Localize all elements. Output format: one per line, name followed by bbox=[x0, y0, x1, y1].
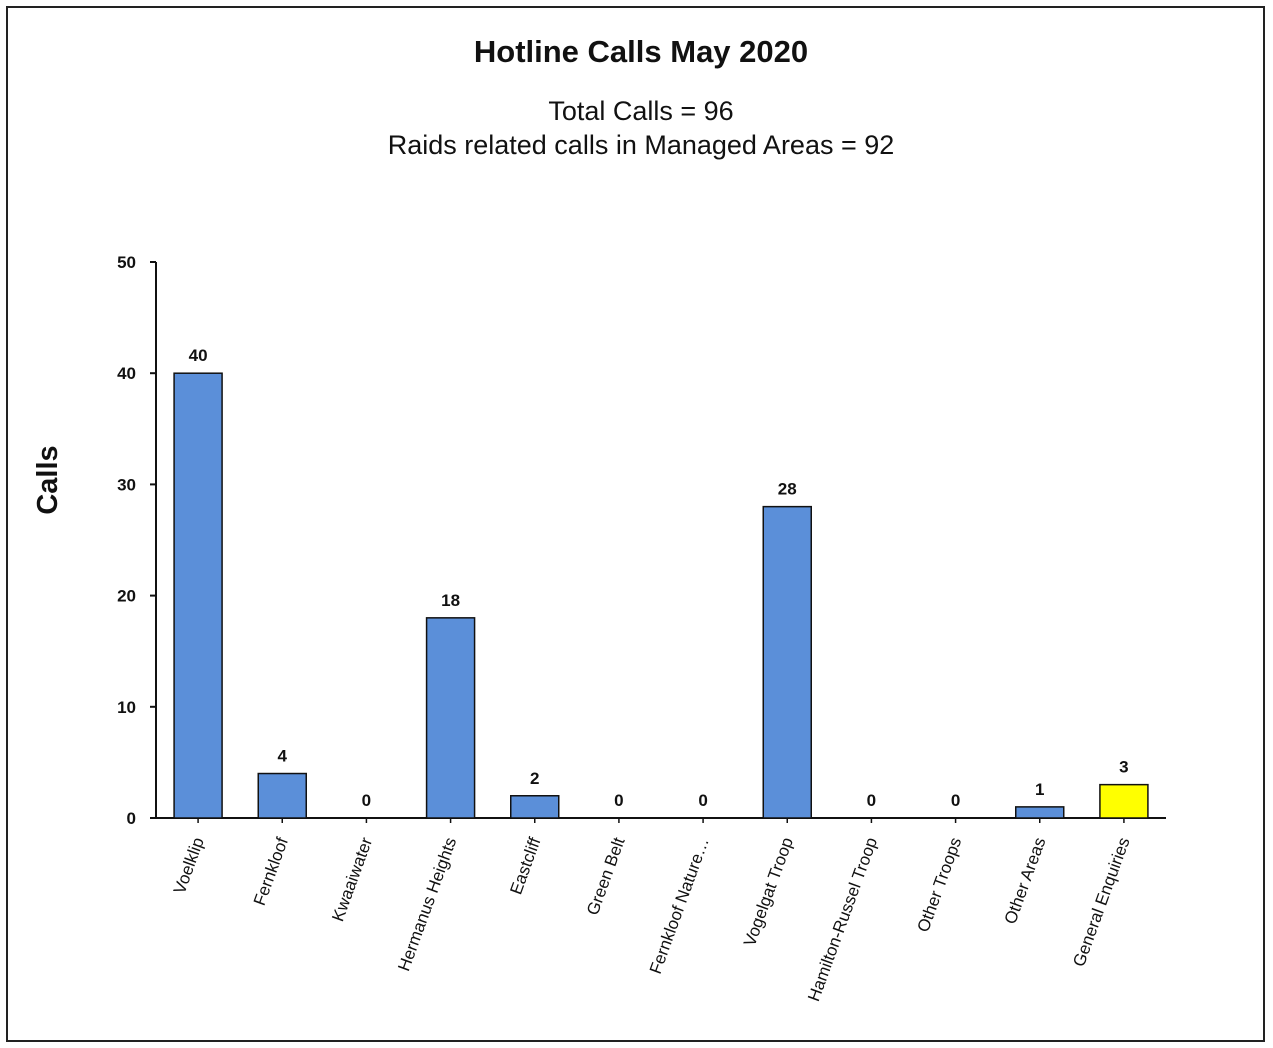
x-tick-label: Vogelgat Troop bbox=[740, 835, 797, 949]
y-tick-label: 20 bbox=[117, 587, 136, 606]
bar bbox=[762, 505, 812, 819]
x-tick-label: General Enquiries bbox=[1069, 835, 1133, 969]
y-tick-label: 40 bbox=[117, 364, 136, 383]
data-label: 28 bbox=[778, 480, 797, 499]
x-tick-label: Eastcliff bbox=[506, 835, 544, 897]
bar bbox=[425, 617, 476, 819]
bar bbox=[1015, 806, 1065, 819]
x-tick-label: Green Belt bbox=[583, 835, 629, 918]
x-tick-label: Hermanus Heights bbox=[394, 835, 460, 974]
data-label: 0 bbox=[867, 791, 876, 810]
data-label: 4 bbox=[278, 747, 288, 766]
x-tick-label: Voelklip bbox=[170, 835, 208, 897]
x-tick-label: Other Areas bbox=[1001, 835, 1050, 927]
y-tick-label: 50 bbox=[117, 253, 136, 272]
bar bbox=[1099, 783, 1149, 819]
y-tick-label: 10 bbox=[117, 698, 136, 717]
plot-area: 0102030405040Voelklip4Fernkloof0Kwaaiwat… bbox=[117, 253, 1166, 1004]
y-axis-label: Calls bbox=[32, 445, 64, 514]
data-label: 0 bbox=[951, 791, 960, 810]
y-tick-label: 30 bbox=[117, 475, 136, 494]
bar bbox=[173, 372, 223, 819]
x-tick-label: Kwaaiwater bbox=[328, 835, 376, 924]
y-tick-label: 0 bbox=[127, 809, 136, 828]
x-tick-label: Fernkloof Nature… bbox=[646, 835, 713, 976]
bar bbox=[257, 772, 307, 819]
x-tick-label: Hamilton-Russel Troop bbox=[804, 835, 881, 1004]
data-label: 0 bbox=[614, 791, 623, 810]
chart-subtitle-raids: Raids related calls in Managed Areas = 9… bbox=[388, 130, 895, 160]
x-tick-label: Fernkloof bbox=[250, 835, 292, 908]
data-label: 18 bbox=[441, 591, 460, 610]
data-label: 3 bbox=[1119, 758, 1128, 777]
chart-subtitle-total: Total Calls = 96 bbox=[548, 96, 733, 126]
data-label: 2 bbox=[530, 769, 539, 788]
data-label: 1 bbox=[1035, 780, 1044, 799]
data-label: 40 bbox=[189, 346, 208, 365]
bar bbox=[510, 795, 560, 819]
chart-title: Hotline Calls May 2020 bbox=[474, 34, 808, 69]
data-label: 0 bbox=[698, 791, 707, 810]
data-label: 0 bbox=[362, 791, 371, 810]
x-tick-label: Other Troops bbox=[914, 835, 966, 935]
